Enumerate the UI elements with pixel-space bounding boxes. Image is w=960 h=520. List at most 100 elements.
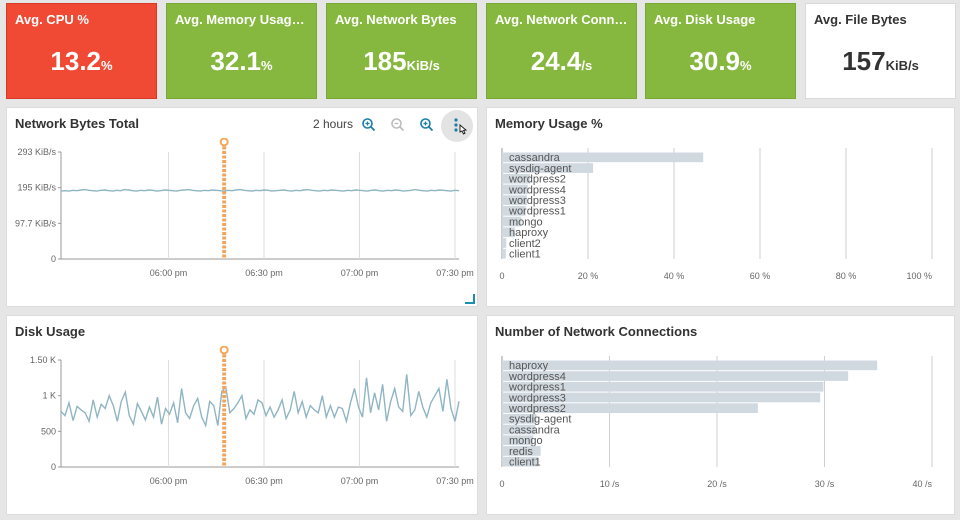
category-label: haproxy: [509, 360, 549, 372]
tile-value: 24.4/s: [530, 46, 593, 76]
event-marker-dot: [219, 346, 229, 355]
x-tick-label: 0: [499, 271, 504, 281]
category-label: wordpress2: [508, 403, 566, 415]
tile-title: Avg. Disk Usage: [654, 12, 756, 27]
panel-title: Number of Network Connections: [495, 324, 698, 339]
x-tick-label: 80 %: [836, 271, 857, 281]
category-label: wordpress1: [508, 206, 566, 218]
x-tick-label: 100 %: [906, 271, 932, 281]
bar: [502, 206, 526, 216]
bar: [502, 227, 515, 238]
bar: [502, 152, 704, 163]
bar: [502, 424, 536, 435]
category-label: wordpress2: [508, 174, 566, 186]
x-tick-label: 06:30 pm: [245, 476, 283, 486]
y-tick-label: 500: [41, 426, 56, 436]
y-tick-label: 195 KiB/s: [17, 183, 56, 193]
x-tick-label: 60 %: [750, 271, 771, 281]
tile-title: Avg. File Bytes: [814, 12, 907, 27]
x-tick-label: 07:30 pm: [436, 476, 474, 486]
category-label: client1: [509, 249, 541, 261]
panel-title: Memory Usage %: [495, 116, 603, 131]
panel-memory-usage: Memory Usage % 0 20 % 40 % 60 % 80 % 100 % cas…: [486, 107, 955, 307]
bar: [502, 173, 530, 184]
bar: [502, 163, 594, 173]
bar: [502, 195, 527, 205]
bar: [502, 456, 539, 467]
panel-disk-usage: Disk Usage 1.50 K 1 K 500 0 06:00 pm 06:30 pm…: [6, 315, 478, 515]
tile-title: Avg. Memory Usage %: [175, 12, 310, 27]
x-tick-label: 06:30 pm: [245, 268, 283, 278]
bar: [502, 414, 537, 424]
category-label: wordpress1: [508, 382, 566, 394]
x-tick-label: 40 %: [664, 271, 685, 281]
bar: [502, 381, 824, 392]
y-tick-label: 0: [51, 462, 56, 472]
bar: [502, 248, 506, 259]
category-label: mongo: [509, 216, 543, 228]
tile-title: Avg. Network Bytes: [335, 12, 457, 27]
tile-title: Avg. Network Conne…: [495, 12, 630, 27]
category-label: mongo: [509, 435, 543, 447]
tile-value: 185KiB/s: [363, 46, 440, 76]
kebab-menu-icon: [454, 118, 468, 135]
x-tick-label: 10 /s: [600, 479, 620, 489]
tile-avg-network-connections[interactable]: Avg. Network Conne… 24.4/s: [486, 3, 637, 99]
panel-menu-button[interactable]: [441, 110, 473, 142]
tile-avg-memory[interactable]: Avg. Memory Usage % 32.1%: [166, 3, 317, 99]
chart-network-connections: 0 10 /s 20 /s 30 /s 40 /shaproxywordpress4wo…: [499, 356, 933, 489]
bar: [502, 238, 507, 248]
x-tick-label: 06:00 pm: [150, 268, 188, 278]
bar: [502, 446, 541, 456]
bar: [502, 216, 522, 227]
series-line: [60, 188, 460, 192]
category-label: client2: [509, 238, 541, 250]
x-tick-label: 0: [499, 479, 504, 489]
zoom-reset-icon[interactable]: [418, 116, 436, 134]
y-tick-label: 293 KiB/s: [17, 147, 56, 157]
y-tick-label: 0: [51, 254, 56, 264]
category-label: sysdig-agent: [509, 414, 571, 426]
tile-value: 13.2%: [50, 46, 113, 76]
x-tick-label: 07:00 pm: [341, 476, 379, 486]
y-tick-label: 97.7 KiB/s: [15, 218, 57, 228]
bar: [502, 184, 528, 195]
panel-network-connections: Number of Network Connections 0 10 /s 20 /…: [486, 315, 955, 515]
x-tick-label: 07:30 pm: [436, 268, 474, 278]
x-tick-label: 20 %: [578, 271, 599, 281]
series-line: [60, 374, 460, 428]
tile-avg-file-bytes[interactable]: Avg. File Bytes 157KiB/s: [805, 3, 956, 99]
zoom-out-icon[interactable]: [389, 116, 407, 134]
tile-title: Avg. CPU %: [15, 12, 89, 27]
category-label: wordpress3: [508, 392, 566, 404]
category-label: client1: [509, 457, 541, 469]
hand-cursor-icon: [459, 124, 468, 135]
tile-value: 30.9%: [689, 46, 752, 76]
category-label: redis: [509, 446, 533, 458]
x-tick-label: 07:00 pm: [341, 268, 379, 278]
y-tick-label: 1 K: [42, 391, 56, 401]
chart-network-bytes: 293 KiB/s 195 KiB/s 97.7 KiB/s 0 06:00 pm 06:…: [15, 138, 474, 278]
y-tick-label: 1.50 K: [30, 355, 56, 365]
category-label: wordpress3: [508, 195, 566, 207]
category-label: cassandra: [509, 424, 561, 436]
tile-avg-cpu[interactable]: Avg. CPU % 13.2%: [6, 3, 157, 99]
panel-network-bytes: Network Bytes Total 2 hours 293 KiB/s 195…: [6, 107, 478, 307]
time-range-selector[interactable]: 2 hours: [313, 117, 354, 131]
x-tick-label: 30 /s: [815, 479, 835, 489]
panel-title: Disk Usage: [15, 324, 86, 339]
tile-value: 157KiB/s: [842, 46, 919, 76]
bar: [502, 371, 849, 381]
resize-handle[interactable]: [465, 294, 475, 304]
category-label: cassandra: [509, 152, 561, 164]
bar: [502, 435, 534, 446]
chart-memory-usage: 0 20 % 40 % 60 % 80 % 100 % cassandrasysdig-ag…: [499, 148, 933, 281]
zoom-in-icon[interactable]: [360, 116, 378, 134]
x-tick-label: 06:00 pm: [150, 476, 188, 486]
tile-value: 32.1%: [210, 46, 273, 76]
bar: [502, 392, 821, 403]
x-tick-label: 40 /s: [912, 479, 932, 489]
tile-avg-disk-usage[interactable]: Avg. Disk Usage 30.9%: [645, 3, 796, 99]
category-label: haproxy: [509, 227, 549, 239]
tile-avg-network-bytes[interactable]: Avg. Network Bytes 185KiB/s: [326, 3, 477, 99]
